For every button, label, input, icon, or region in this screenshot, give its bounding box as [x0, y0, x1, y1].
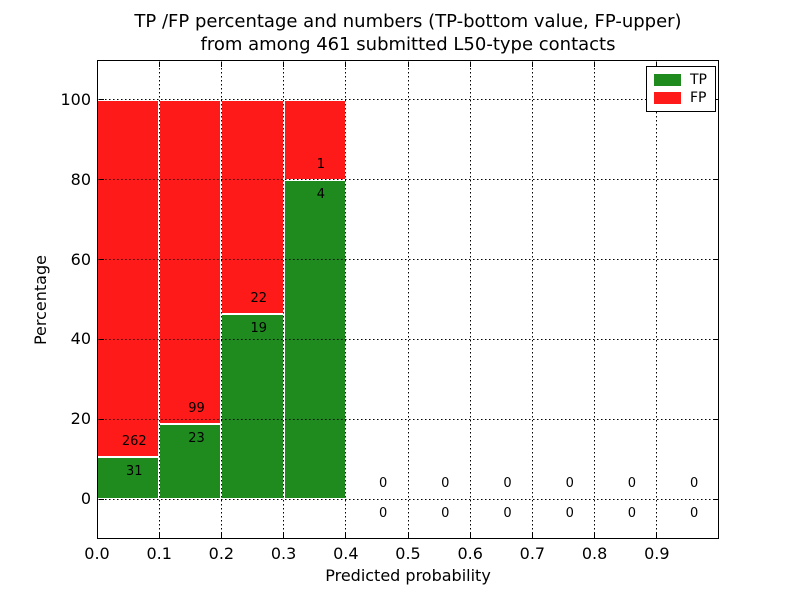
y-tick-mark	[98, 99, 104, 101]
tp-swatch-icon	[654, 74, 681, 86]
tp-count-label: 31	[126, 463, 143, 479]
fp-count-label: 99	[188, 400, 205, 416]
tp-count-label: 0	[565, 506, 574, 522]
x-tick-mark	[407, 61, 409, 67]
y-tick-label: 60	[70, 249, 91, 269]
fp-count-label: 0	[565, 476, 574, 492]
x-tick-mark	[469, 532, 471, 538]
y-tick-label: 20	[70, 409, 91, 429]
legend-entry-fp: FP	[654, 91, 708, 105]
bar-segment-fp	[221, 99, 284, 315]
legend-label-fp: FP	[690, 90, 707, 106]
bar-segment-tp	[221, 314, 284, 500]
v-gridline	[594, 60, 596, 539]
fp-count-label: 22	[250, 291, 267, 307]
y-tick-mark	[712, 259, 718, 261]
tp-count-label: 0	[503, 506, 512, 522]
tp-count-label: 0	[627, 506, 637, 522]
x-tick-label: 0.6	[457, 544, 483, 563]
tp-count-label: 4	[316, 186, 326, 202]
x-tick-label: 0.5	[395, 544, 421, 563]
v-gridline	[469, 60, 471, 539]
x-tick-mark	[345, 61, 347, 67]
y-tick-mark	[98, 498, 104, 500]
fp-count-label: 0	[627, 476, 637, 492]
bar-segment-tp	[159, 423, 222, 500]
x-tick-mark	[407, 532, 409, 538]
x-axis-label: Predicted probability	[325, 566, 491, 585]
x-tick-mark	[158, 61, 160, 67]
x-tick-label: 0.1	[146, 544, 172, 563]
x-tick-label: 0.3	[270, 544, 297, 563]
legend-entry-tp: TP	[654, 73, 708, 87]
x-tick-label: 0.8	[581, 544, 608, 563]
x-tick-label: 0.4	[333, 544, 359, 563]
tp-count-label: 0	[378, 506, 388, 522]
y-tick-mark	[712, 179, 718, 181]
y-tick-mark	[712, 418, 718, 420]
v-gridline	[531, 60, 533, 539]
y-tick-mark	[98, 418, 104, 420]
fp-count-label: 0	[441, 476, 450, 492]
x-tick-mark	[220, 532, 222, 538]
v-gridline	[656, 60, 658, 539]
tp-count-label: 19	[250, 321, 267, 337]
y-tick-label: 0	[80, 489, 91, 509]
x-tick-mark	[594, 61, 596, 67]
tp-count-label: 0	[441, 506, 450, 522]
bar-segment-tp	[97, 456, 160, 500]
fp-count-label: 262	[121, 433, 147, 449]
y-tick-label: 100	[60, 89, 91, 109]
bar-segment-fp	[97, 99, 160, 457]
x-tick-label: 0.7	[519, 544, 546, 563]
y-tick-mark	[712, 498, 718, 500]
v-gridline	[220, 60, 222, 539]
tp-count-label: 0	[689, 506, 699, 522]
x-tick-mark	[283, 61, 285, 67]
x-tick-mark	[656, 61, 658, 67]
fp-count-label: 1	[316, 156, 326, 172]
x-tick-mark	[96, 532, 98, 538]
y-tick-mark	[98, 179, 104, 181]
v-gridline	[345, 60, 347, 539]
y-tick-label: 40	[70, 329, 91, 349]
x-tick-mark	[469, 61, 471, 67]
v-gridline	[407, 60, 409, 539]
legend: TP FP	[646, 66, 716, 112]
x-tick-label: 0.9	[644, 544, 670, 563]
y-tick-label: 80	[70, 169, 91, 189]
x-tick-mark	[220, 61, 222, 67]
x-tick-mark	[594, 532, 596, 538]
legend-label-tp: TP	[690, 72, 707, 88]
x-tick-mark	[96, 61, 98, 67]
fp-count-label: 0	[503, 476, 512, 492]
fp-swatch-icon	[654, 92, 681, 104]
y-tick-mark	[98, 259, 104, 261]
chart-title-line1: TP /FP percentage and numbers (TP-bottom…	[134, 11, 682, 32]
y-tick-mark	[712, 338, 718, 340]
tp-count-label: 23	[188, 430, 205, 446]
y-tick-mark	[98, 338, 104, 340]
fp-count-label: 0	[689, 476, 699, 492]
x-tick-mark	[345, 532, 347, 538]
bar-segment-fp	[159, 99, 222, 424]
x-tick-mark	[158, 532, 160, 538]
chart-title: TP /FP percentage and numbers (TP-bottom…	[58, 10, 758, 56]
x-tick-label: 0.2	[208, 544, 235, 563]
chart-title-line2: from among 461 submitted L50-type contac…	[200, 34, 616, 55]
x-tick-mark	[656, 532, 658, 538]
v-gridline	[283, 60, 285, 539]
x-tick-mark	[531, 532, 533, 538]
fp-count-label: 0	[378, 476, 388, 492]
x-tick-label: 0.0	[84, 544, 110, 563]
x-tick-mark	[531, 61, 533, 67]
v-gridline	[158, 60, 160, 539]
x-tick-mark	[283, 532, 285, 538]
